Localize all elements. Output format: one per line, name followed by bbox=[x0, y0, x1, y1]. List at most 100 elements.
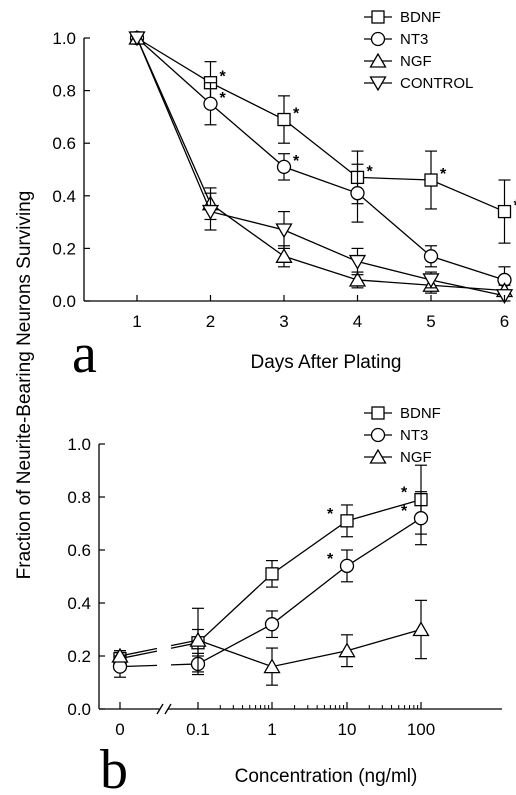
legend-marker-bdnf bbox=[371, 10, 385, 24]
panel-b-xtick-label: 0.1 bbox=[186, 720, 210, 739]
legend-marker-nt3 bbox=[370, 31, 386, 47]
significance-marker: * bbox=[401, 503, 408, 520]
legend-label: NGF bbox=[400, 53, 432, 70]
series-line-ngf bbox=[197, 628, 422, 668]
legend-marker-nt3 bbox=[370, 427, 386, 443]
significance-marker: * bbox=[293, 106, 300, 123]
legend-label: CONTROL bbox=[400, 75, 473, 92]
panel-b-ytick-label: 0.2 bbox=[67, 647, 91, 666]
panel-a-xtick-label: 4 bbox=[353, 312, 362, 331]
panel-b-ytick-label: 0.4 bbox=[67, 594, 91, 613]
data-point-nt3 bbox=[423, 249, 439, 264]
panel-b-ytick-label: 0.0 bbox=[67, 700, 91, 719]
panel-b-ytick-label: 1.0 bbox=[67, 435, 91, 454]
series-line-ngf bbox=[136, 37, 505, 292]
panel-a-ytick-label: 1.0 bbox=[52, 29, 76, 48]
significance-marker: * bbox=[440, 166, 447, 183]
data-point-control bbox=[201, 204, 220, 220]
data-point-ngf bbox=[111, 647, 129, 663]
significance-marker: * bbox=[220, 90, 227, 107]
legend-label: NT3 bbox=[400, 427, 428, 444]
legend-label: BDNF bbox=[400, 9, 441, 26]
axis-break-mark bbox=[164, 703, 172, 715]
panel-b-legend: BDNF NT3 NGF bbox=[364, 405, 441, 466]
legend-marker-control bbox=[369, 76, 387, 92]
panel-b-xtick-label: 100 bbox=[407, 720, 435, 739]
data-point-control bbox=[348, 254, 367, 270]
legend-item-control: CONTROL bbox=[364, 75, 473, 92]
panel-a-xtick-label: 5 bbox=[426, 312, 435, 331]
legend-item-nt3: NT3 bbox=[364, 427, 428, 444]
series-bdnf: ** bbox=[113, 464, 428, 668]
data-point-nt3 bbox=[276, 159, 292, 175]
panel-a-xtick-label: 2 bbox=[206, 312, 215, 331]
data-point-ngf bbox=[263, 658, 281, 674]
panel-b: **** 0.00.20.40.60.81.00 0.1 1 10 100 BDNFNT… bbox=[67, 405, 502, 795]
panel-b-xtick-label: 10 bbox=[338, 720, 357, 739]
data-point-nt3 bbox=[203, 96, 218, 111]
data-point-bdnf bbox=[497, 204, 512, 219]
data-point-bdnf bbox=[340, 514, 354, 528]
legend-marker-ngf bbox=[369, 448, 387, 464]
panel-a-letter: a bbox=[72, 323, 97, 385]
legend-item-bdnf: BDNF bbox=[364, 405, 441, 422]
data-point-nt3 bbox=[350, 186, 365, 201]
panel-a-ytick-label: 0.6 bbox=[52, 134, 76, 153]
axis-break-mark bbox=[156, 703, 164, 715]
panel-a-axes: 0.0 0.2 0.4 0.6 0.8 1.0 1 2 3 4 5 6 bbox=[52, 29, 509, 331]
legend-marker-ngf bbox=[369, 52, 387, 68]
series-line-control bbox=[136, 37, 505, 297]
legend-item-bdnf: BDNF bbox=[364, 9, 441, 26]
legend-item-ngf: NGF bbox=[364, 52, 432, 70]
data-point-bdnf bbox=[277, 112, 291, 127]
significance-marker: * bbox=[367, 163, 374, 180]
significance-marker: * bbox=[514, 198, 516, 215]
data-point-ngf bbox=[189, 631, 207, 647]
significance-marker: * bbox=[220, 69, 227, 86]
series-line-nt3 bbox=[136, 37, 505, 281]
significance-marker: * bbox=[401, 485, 408, 502]
panel-a-x-axis-label: Days After Plating bbox=[250, 352, 401, 373]
series-bdnf: * * * * * bbox=[130, 31, 516, 244]
panel-b-xtick-label: 1 bbox=[267, 720, 276, 739]
series-nt3: ** bbox=[129, 30, 512, 294]
data-point-ngf bbox=[348, 271, 367, 287]
legend-label: NT3 bbox=[400, 31, 428, 48]
series-line-nt3 bbox=[197, 517, 422, 665]
panel-a-xtick-label: 6 bbox=[500, 312, 509, 331]
y-axis-label: Fraction of Neurite-Bearing Neurons Surv… bbox=[14, 191, 35, 580]
data-point-nt3 bbox=[413, 511, 429, 526]
panel-a-ytick-label: 0.4 bbox=[52, 187, 76, 206]
panel-b-xtick-label: 0 bbox=[115, 720, 124, 739]
panel-b-letter: b bbox=[100, 739, 128, 795]
panel-b-axes: 0.0 0.2 0.4 0.6 0.8 1.0 0 0.1 1 10 100 bbox=[67, 435, 502, 739]
series-control bbox=[128, 31, 514, 305]
data-point-nt3 bbox=[339, 558, 355, 574]
series-line-bdnf bbox=[197, 499, 422, 644]
data-point-ngf bbox=[275, 247, 293, 263]
legend-label: NGF bbox=[400, 449, 432, 466]
data-point-nt3 bbox=[264, 617, 280, 632]
series-ngf bbox=[128, 29, 514, 298]
panel-b-ytick-label: 0.6 bbox=[67, 541, 91, 560]
significance-marker: * bbox=[327, 506, 334, 523]
data-point-control bbox=[275, 223, 293, 239]
panel-b-ytick-label: 0.8 bbox=[67, 488, 91, 507]
data-point-control bbox=[128, 31, 146, 47]
panel-a-ytick-label: 0.2 bbox=[52, 239, 76, 258]
legend-label: BDNF bbox=[400, 405, 441, 422]
significance-marker: * bbox=[327, 551, 334, 568]
legend-item-ngf: NGF bbox=[364, 448, 432, 466]
data-point-ngf bbox=[412, 621, 430, 637]
panel-a-xtick-label: 3 bbox=[279, 312, 288, 331]
series-line-bdnf bbox=[136, 37, 505, 213]
series-ngf bbox=[111, 599, 430, 686]
significance-marker: * bbox=[293, 153, 300, 170]
data-point-bdnf bbox=[265, 567, 279, 581]
panel-a-ytick-label: 0.8 bbox=[52, 82, 76, 101]
series-nt3: ** bbox=[112, 491, 429, 678]
data-point-bdnf bbox=[424, 173, 438, 187]
series-line-segment bbox=[119, 647, 158, 657]
